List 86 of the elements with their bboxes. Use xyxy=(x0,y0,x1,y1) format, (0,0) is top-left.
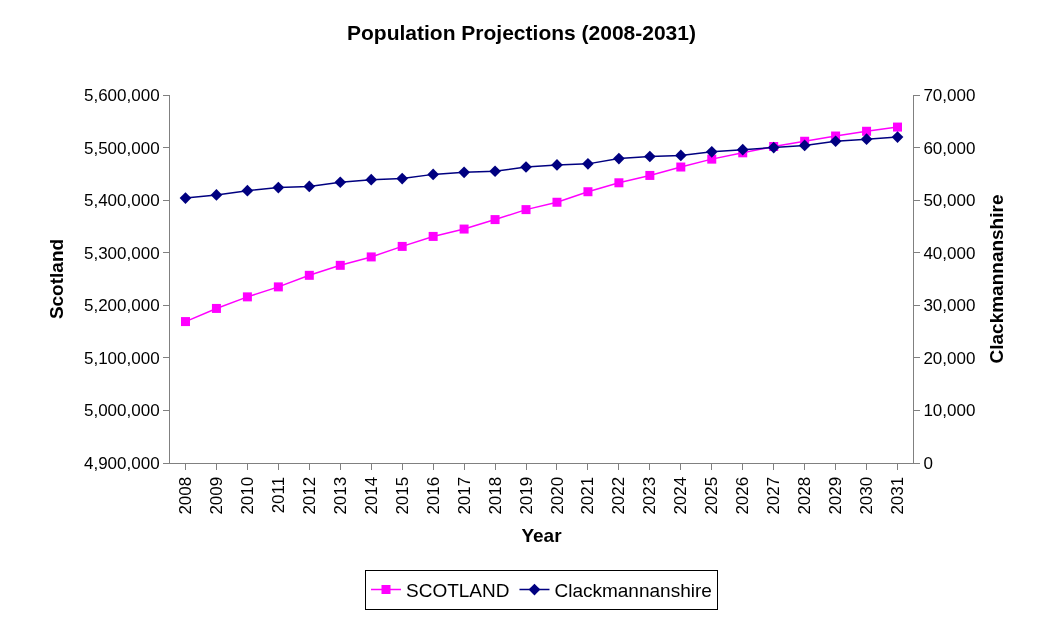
point xyxy=(891,131,904,143)
point xyxy=(428,231,438,241)
point xyxy=(705,145,718,158)
point xyxy=(583,187,593,197)
x-tick-label: 2017 xyxy=(454,476,474,515)
x-tick-label: 2022 xyxy=(609,476,629,515)
y2-axis-title: Clackmannanshire xyxy=(986,194,1008,364)
point xyxy=(366,252,376,262)
x-tick-label: 2026 xyxy=(733,476,753,515)
point xyxy=(674,149,687,162)
point xyxy=(397,241,407,251)
x-tick-label: 2030 xyxy=(857,476,877,515)
x-tick-label: 2025 xyxy=(702,476,722,515)
point xyxy=(893,122,903,132)
point xyxy=(613,152,625,165)
y-tick-label: 4,900,000 xyxy=(83,453,160,473)
x-tick-label: 2016 xyxy=(423,476,443,515)
x-tick-label: 2011 xyxy=(268,476,288,514)
point xyxy=(179,192,192,204)
x-tick-label: 2009 xyxy=(206,476,226,515)
x-tick-label: 2023 xyxy=(640,476,660,515)
x-tick-label: 2008 xyxy=(176,476,195,515)
point xyxy=(180,317,190,327)
point xyxy=(736,143,749,156)
point xyxy=(490,215,500,225)
point xyxy=(860,133,873,146)
x-tick-label: 2014 xyxy=(361,476,381,515)
y-tick-label: 5,500,000 xyxy=(83,138,160,158)
point xyxy=(644,150,656,163)
x-tick-label: 2015 xyxy=(392,476,412,515)
point xyxy=(614,178,624,188)
y2-tick-label: 60,000 xyxy=(923,138,976,158)
point xyxy=(211,303,221,313)
point xyxy=(582,158,594,170)
y2-tick-label: 0 xyxy=(923,453,933,473)
y2-tick-label: 10,000 xyxy=(923,401,976,421)
x-tick-label: 2019 xyxy=(516,476,536,515)
y-tick-label: 5,600,000 xyxy=(83,85,160,105)
point xyxy=(304,270,314,280)
x-tick-label: 2021 xyxy=(578,476,598,515)
x-tick-label: 2031 xyxy=(888,476,908,515)
point xyxy=(210,189,223,201)
y-tick-label: 5,300,000 xyxy=(83,243,160,263)
y-tick-label: 5,200,000 xyxy=(83,296,160,316)
x-tick-label: 2012 xyxy=(299,476,319,515)
point xyxy=(334,176,347,189)
x-tick-label: 2024 xyxy=(671,476,691,515)
x-tick-label: 2013 xyxy=(330,476,350,515)
point xyxy=(798,139,811,152)
x-tick-label: 2028 xyxy=(795,476,815,515)
y2-tick-label: 40,000 xyxy=(923,243,976,263)
y2-tick-label: 70,000 xyxy=(923,85,976,105)
point xyxy=(552,197,562,207)
point xyxy=(365,173,378,186)
y-tick-label: 5,000,000 xyxy=(83,401,160,421)
point xyxy=(645,170,655,180)
x-tick-label: 2010 xyxy=(237,476,257,515)
y2-tick-label: 30,000 xyxy=(923,296,976,316)
y-tick-label: 5,100,000 xyxy=(83,348,160,368)
point xyxy=(272,181,285,194)
x-tick-label: 2029 xyxy=(826,476,846,515)
point xyxy=(829,135,842,148)
point xyxy=(459,224,469,234)
y2-tick-label: 50,000 xyxy=(923,191,976,211)
x-tick-label: 2020 xyxy=(547,476,567,515)
point xyxy=(489,165,501,178)
legend-label: SCOTLAND xyxy=(406,579,510,601)
point xyxy=(427,168,439,181)
x-axis-title: Year xyxy=(521,525,563,547)
point xyxy=(242,292,252,302)
point xyxy=(707,154,717,164)
legend-label: Clackmannanshire xyxy=(554,579,712,601)
x-tick-label: 2027 xyxy=(764,476,784,515)
point xyxy=(273,282,283,292)
x-tick-label: 2018 xyxy=(485,476,505,515)
point xyxy=(676,162,686,172)
point xyxy=(458,166,470,179)
point xyxy=(521,205,531,215)
point xyxy=(241,184,254,197)
y2-tick-label: 20,000 xyxy=(923,348,976,368)
point xyxy=(303,180,316,193)
y-axis-title: Scotland xyxy=(45,238,67,320)
chart-title: Population Projections (2008-2031) xyxy=(347,20,696,44)
y-tick-label: 5,400,000 xyxy=(83,191,160,211)
point xyxy=(335,260,345,270)
point xyxy=(396,172,409,185)
